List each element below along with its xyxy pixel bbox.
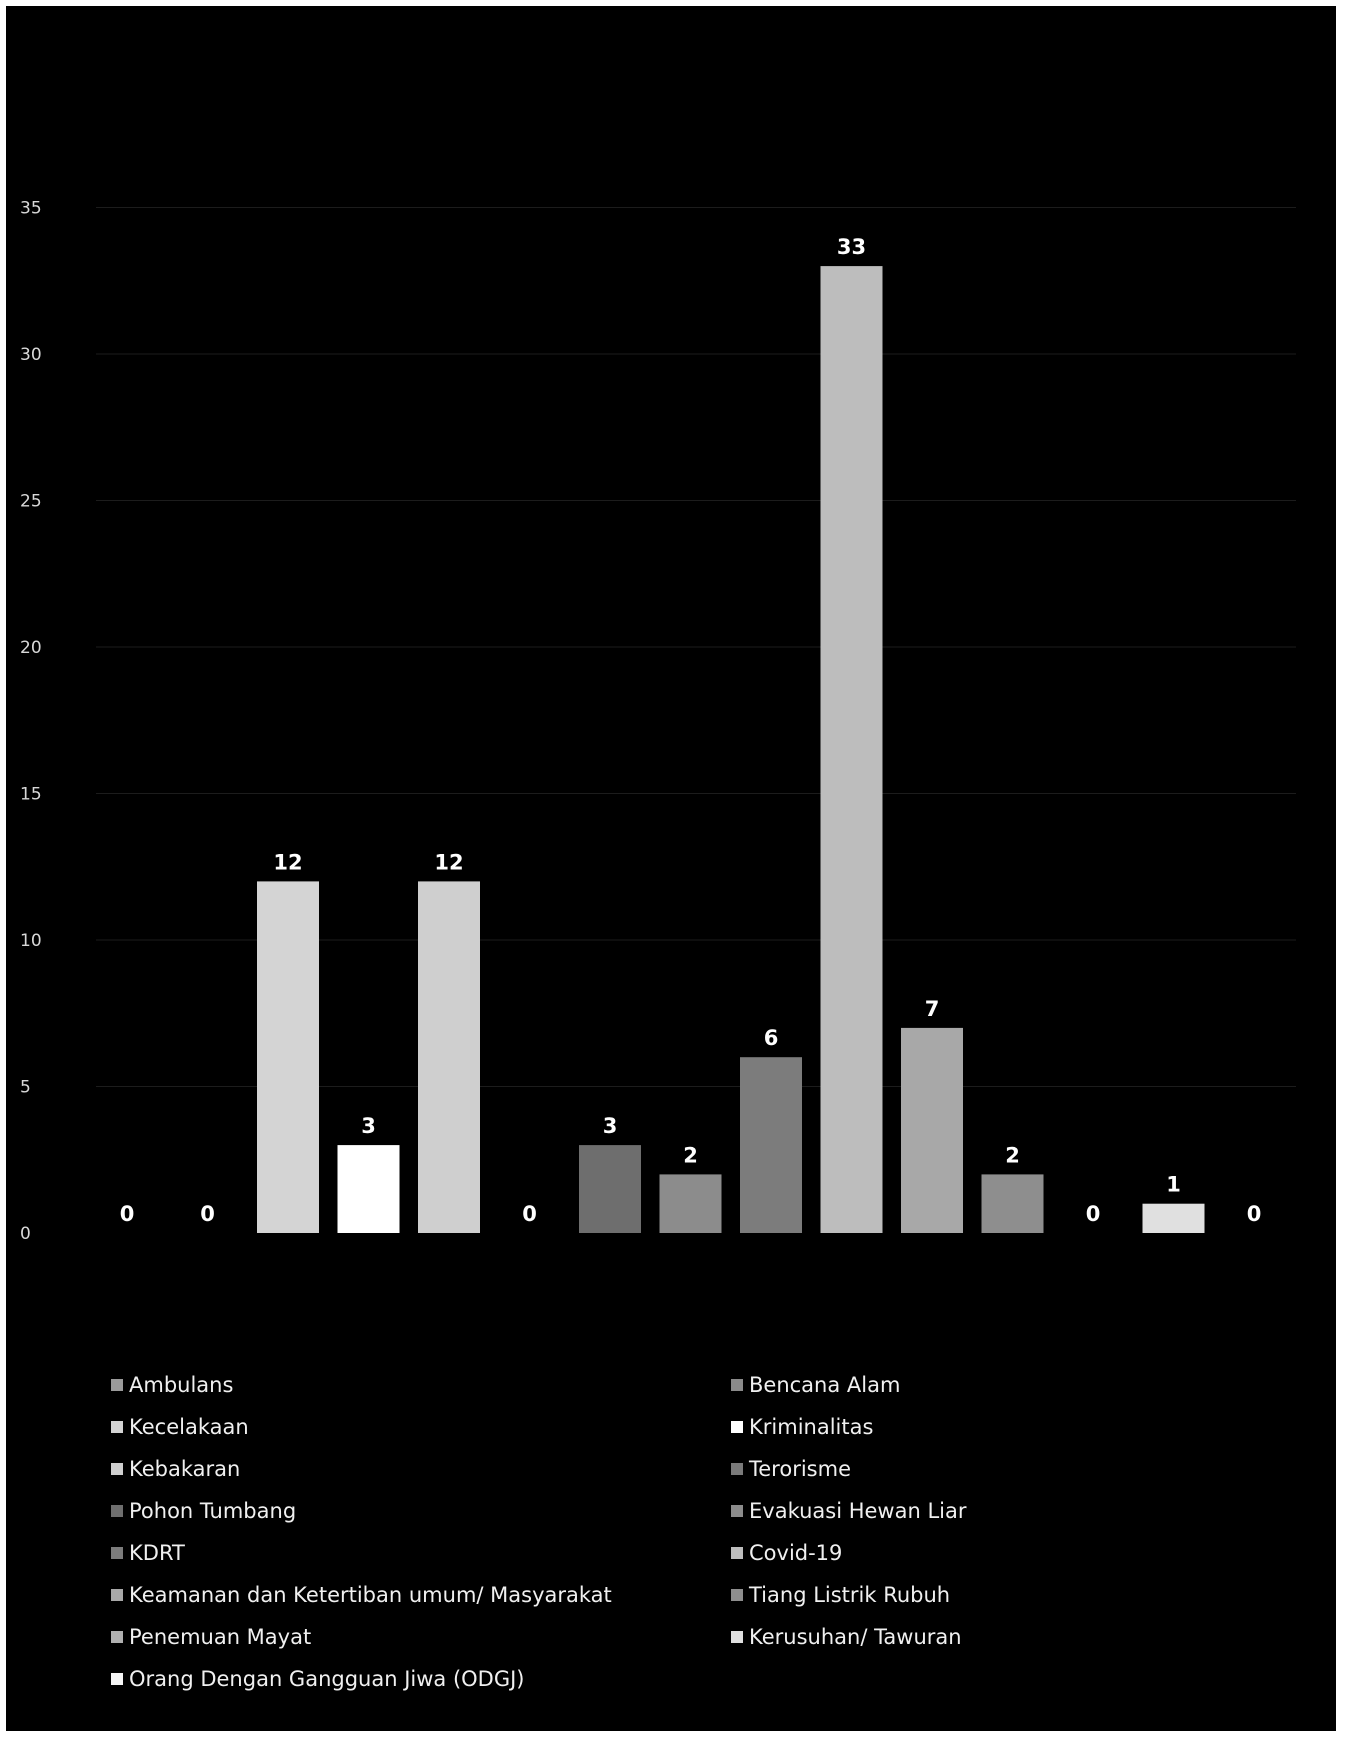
- legend-swatch: [731, 1505, 743, 1517]
- legend-label: KDRT: [129, 1541, 185, 1565]
- bar-7: [659, 1174, 722, 1233]
- bar-3: [337, 1145, 400, 1233]
- legend-swatch: [111, 1631, 123, 1643]
- y-tick-label: 20: [20, 638, 42, 658]
- legend-item: Evakuasi Hewan Liar: [731, 1490, 1261, 1532]
- legend-swatch: [111, 1673, 123, 1685]
- legend-label: Bencana Alam: [749, 1373, 901, 1397]
- legend-label: Keamanan dan Ketertiban umum/ Masyarakat: [129, 1583, 612, 1607]
- legend-swatch: [111, 1547, 123, 1559]
- legend-item: Keamanan dan Ketertiban umum/ Masyarakat: [111, 1574, 731, 1616]
- legend-label: Covid-19: [749, 1541, 843, 1565]
- data-label: 12: [273, 850, 302, 874]
- y-tick-label: 15: [20, 785, 42, 805]
- bar-10: [901, 1027, 963, 1233]
- legend-item: Orang Dengan Gangguan Jiwa (ODGJ): [111, 1658, 731, 1700]
- chart-area: 0 5 10 15 20 25 30 35 0 0 12 3 12 0 3 2 6 33 7 2 0 1 0 Ambula…: [6, 6, 1336, 1731]
- data-label: 12: [434, 850, 463, 874]
- legend-item: Kriminalitas: [731, 1406, 1261, 1448]
- legend-swatch: [731, 1379, 743, 1391]
- legend-label: Kecelakaan: [129, 1415, 249, 1439]
- data-label: 0: [1247, 1202, 1262, 1226]
- legend-label: Tiang Listrik Rubuh: [749, 1583, 951, 1607]
- bar-8: [740, 1057, 802, 1233]
- data-labels: 0 0 12 3 12 0 3 2 6 33 7 2 0 1 0: [120, 235, 1262, 1226]
- legend-label: Pohon Tumbang: [129, 1499, 297, 1523]
- legend-label: Kebakaran: [129, 1457, 241, 1481]
- legend-label: Kerusuhan/ Tawuran: [749, 1625, 962, 1649]
- legend-item: Kecelakaan: [111, 1406, 731, 1448]
- bar-9: [820, 266, 883, 1234]
- legend-swatch: [111, 1505, 123, 1517]
- legend-item: Kerusuhan/ Tawuran: [731, 1616, 1261, 1658]
- legend-swatch: [731, 1589, 743, 1601]
- data-label: 2: [1005, 1143, 1020, 1167]
- data-label: 0: [1086, 1202, 1101, 1226]
- legend-label: Evakuasi Hewan Liar: [749, 1499, 967, 1523]
- legend-swatch: [731, 1421, 743, 1433]
- legend-label: Terorisme: [749, 1457, 851, 1481]
- legend-label: Penemuan Mayat: [129, 1625, 312, 1649]
- y-tick-label: 30: [20, 345, 42, 365]
- legend: Ambulans Bencana Alam Kecelakaan Kriminalit…: [111, 1364, 1261, 1700]
- legend-label: Ambulans: [129, 1373, 234, 1397]
- data-label: 2: [683, 1143, 698, 1167]
- bar-2: [257, 881, 319, 1233]
- legend-swatch: [111, 1421, 123, 1433]
- legend-item: Terorisme: [731, 1448, 1261, 1490]
- data-label: 3: [361, 1114, 376, 1138]
- bar-13: [1142, 1203, 1205, 1233]
- y-axis-ticks: 0 5 10 15 20 25 30 35: [20, 199, 42, 1245]
- legend-item: Tiang Listrik Rubuh: [731, 1574, 1261, 1616]
- bar-4: [418, 881, 480, 1233]
- data-label: 0: [200, 1202, 215, 1226]
- y-tick-label: 0: [20, 1224, 31, 1244]
- legend-swatch: [731, 1547, 743, 1559]
- legend-item: Ambulans: [111, 1364, 731, 1406]
- legend-swatch: [731, 1463, 743, 1475]
- data-label: 3: [603, 1114, 618, 1138]
- legend-item: KDRT: [111, 1532, 731, 1574]
- data-label: 0: [120, 1202, 135, 1226]
- legend-item: Bencana Alam: [731, 1364, 1261, 1406]
- data-label: 7: [925, 997, 940, 1021]
- legend-swatch: [111, 1463, 123, 1475]
- y-tick-label: 35: [20, 199, 42, 219]
- bar-6: [579, 1145, 641, 1233]
- data-label: 33: [837, 235, 866, 259]
- legend-swatch: [111, 1379, 123, 1391]
- legend-item: Pohon Tumbang: [111, 1490, 731, 1532]
- legend-label: Kriminalitas: [749, 1415, 874, 1439]
- y-tick-label: 10: [20, 931, 42, 951]
- y-tick-label: 25: [20, 492, 42, 512]
- y-tick-label: 5: [20, 1078, 31, 1098]
- data-label: 6: [764, 1026, 779, 1050]
- legend-item: Penemuan Mayat: [111, 1616, 731, 1658]
- bars: [257, 266, 1205, 1234]
- data-label: 0: [522, 1202, 537, 1226]
- legend-label: Orang Dengan Gangguan Jiwa (ODGJ): [129, 1667, 525, 1691]
- bar-11: [981, 1174, 1044, 1233]
- data-label: 1: [1166, 1173, 1181, 1197]
- legend-item: Kebakaran: [111, 1448, 731, 1490]
- legend-swatch: [731, 1631, 743, 1643]
- legend-item: Covid-19: [731, 1532, 1261, 1574]
- legend-swatch: [111, 1589, 123, 1601]
